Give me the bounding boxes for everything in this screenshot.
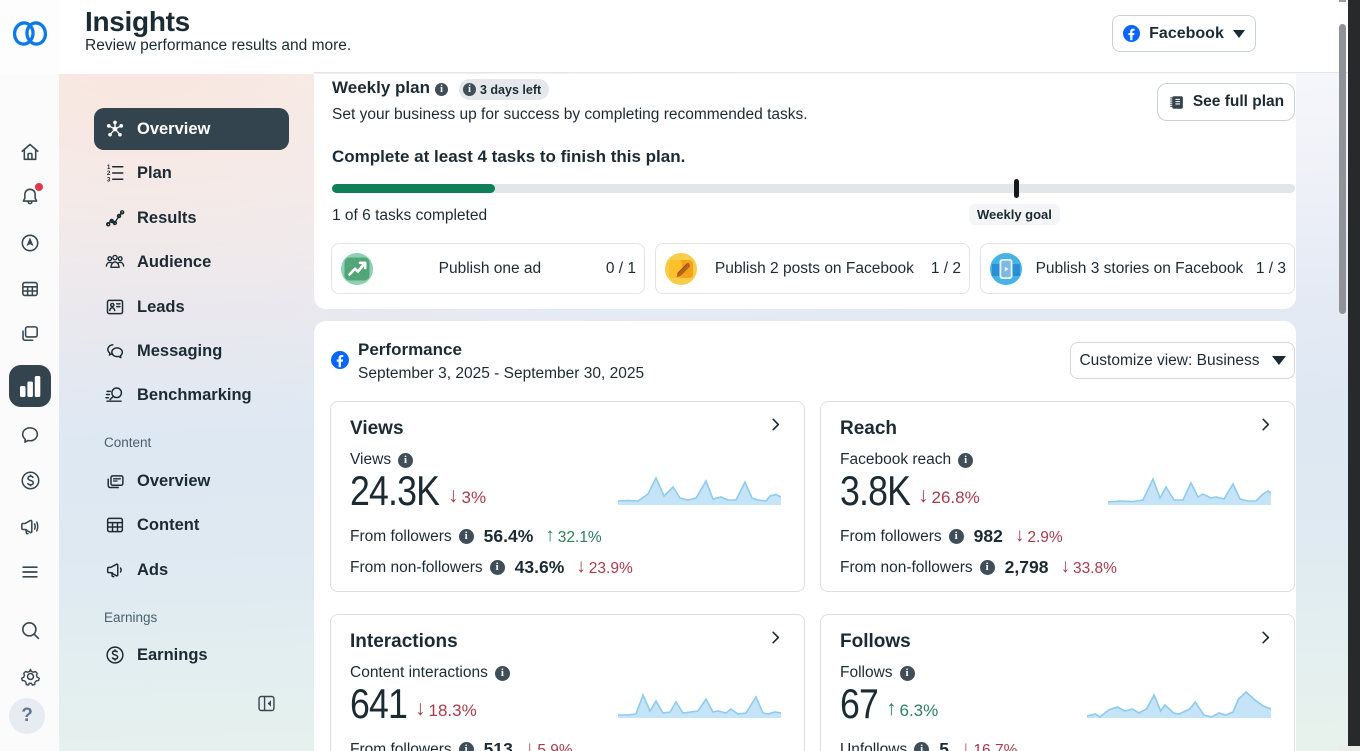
svg-text:1: 1 [107,164,111,171]
svg-text:3: 3 [107,176,111,183]
svg-text:2: 2 [107,170,111,177]
